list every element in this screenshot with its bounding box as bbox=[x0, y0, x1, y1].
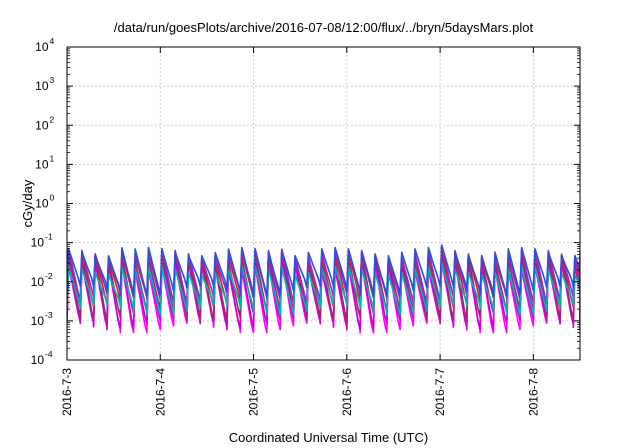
y-tick-base: 10 bbox=[35, 197, 49, 211]
series-line bbox=[67, 244, 580, 298]
y-tick-base: 10 bbox=[31, 353, 45, 367]
y-axis-label: cGy/day bbox=[20, 179, 35, 227]
x-tick-label: 2016-7-4 bbox=[153, 368, 167, 416]
y-tick-label: 10 -4 bbox=[31, 349, 53, 367]
y-tick-label: 10 -2 bbox=[31, 271, 53, 289]
y-tick-label: 10 -1 bbox=[31, 232, 53, 250]
chart-title: /data/run/goesPlots/archive/2016-07-08/1… bbox=[114, 20, 534, 35]
y-tick-exponent: 4 bbox=[50, 36, 55, 46]
y-tick-base: 10 bbox=[35, 118, 49, 132]
y-tick-label: 10 1 bbox=[35, 153, 54, 171]
y-tick-base: 10 bbox=[35, 79, 49, 93]
y-tick-exponent: -1 bbox=[45, 232, 53, 242]
y-tick-label: 10 2 bbox=[35, 114, 54, 132]
x-axis-label: Coordinated Universal Time (UTC) bbox=[229, 430, 428, 445]
y-tick-label: 10 3 bbox=[35, 75, 54, 93]
y-tick-exponent: -3 bbox=[45, 310, 53, 320]
y-tick-exponent: 0 bbox=[50, 193, 55, 203]
y-tick-base: 10 bbox=[35, 40, 49, 54]
y-tick-label: 10 4 bbox=[35, 36, 54, 54]
y-tick-exponent: 3 bbox=[50, 75, 55, 85]
x-tick-label: 2016-7-6 bbox=[340, 368, 354, 416]
y-tick-base: 10 bbox=[31, 236, 45, 250]
y-tick-base: 10 bbox=[31, 314, 45, 328]
axis-ticks bbox=[66, 46, 580, 361]
y-tick-exponent: 1 bbox=[50, 153, 55, 163]
x-tick-labels: 2016-7-3 2016-7-4 2016-7-5 2016-7-6 2016-7-7… bbox=[60, 368, 540, 416]
x-tick-label: 2016-7-3 bbox=[60, 368, 74, 416]
x-tick-label: 2016-7-5 bbox=[247, 368, 261, 416]
x-tick-label: 2016-7-8 bbox=[526, 368, 540, 416]
y-tick-exponent: -4 bbox=[45, 349, 53, 359]
y-tick-exponent: -2 bbox=[45, 271, 53, 281]
y-tick-base: 10 bbox=[31, 275, 45, 289]
y-tick-base: 10 bbox=[35, 157, 49, 171]
y-tick-label: 10 -3 bbox=[31, 310, 53, 328]
y-tick-label: 10 0 bbox=[35, 193, 54, 211]
y-tick-exponent: 2 bbox=[50, 114, 55, 124]
series-lines bbox=[67, 244, 580, 334]
x-tick-label: 2016-7-7 bbox=[433, 368, 447, 416]
